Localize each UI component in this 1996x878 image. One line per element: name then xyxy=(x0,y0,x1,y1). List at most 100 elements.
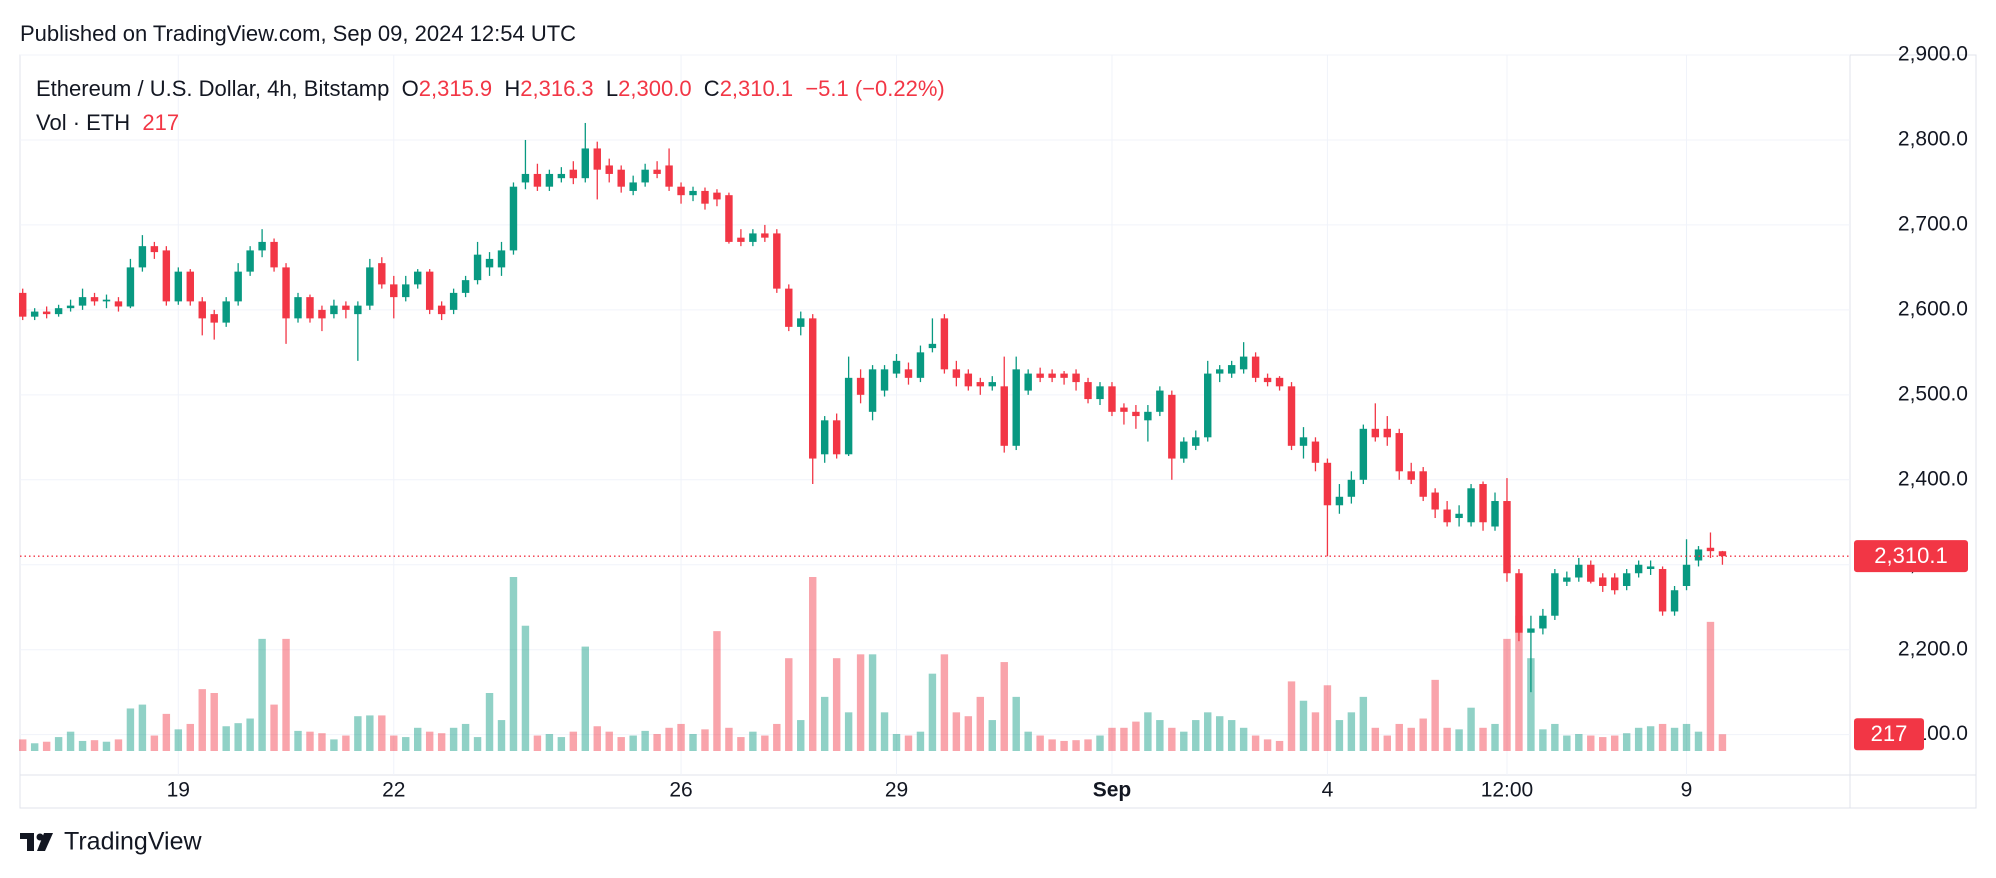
candle-body xyxy=(186,271,194,302)
candle-body xyxy=(402,284,410,298)
candle-body xyxy=(1646,566,1655,569)
candle-body xyxy=(210,314,218,323)
volume-bar xyxy=(330,739,338,751)
volume-bar xyxy=(1156,720,1164,751)
volume-bar xyxy=(844,712,853,751)
candle-body xyxy=(605,165,613,174)
y-tick-label: 2,400.0 xyxy=(1898,467,1968,490)
legend-h: H xyxy=(504,76,521,101)
candle-body xyxy=(1012,369,1020,446)
candle-body xyxy=(1455,513,1463,519)
volume-value: 217 xyxy=(142,110,180,135)
x-tick-label: 4 xyxy=(1322,779,1334,802)
volume-bar xyxy=(1048,739,1056,751)
volume-bar xyxy=(1431,679,1439,751)
candle-body xyxy=(928,343,937,349)
y-tick-label: 2,200.0 xyxy=(1898,637,1968,660)
candle-body xyxy=(617,169,625,187)
candle-body xyxy=(342,305,350,310)
volume-bar xyxy=(1634,727,1643,751)
volume-bar xyxy=(174,729,183,751)
candle-body xyxy=(809,318,817,459)
candle-body xyxy=(1610,577,1619,591)
volume-bar xyxy=(964,716,973,751)
volume-bar xyxy=(820,696,829,751)
volume-bar xyxy=(126,708,135,751)
volume-bar xyxy=(1479,727,1487,751)
volume-bar xyxy=(54,737,63,751)
candle-body xyxy=(437,305,446,315)
candle-body xyxy=(497,250,506,268)
candle-body xyxy=(1096,386,1104,400)
candle-body xyxy=(126,267,135,307)
volume-bar xyxy=(653,733,661,751)
candle-body xyxy=(1575,564,1583,578)
candle-body xyxy=(114,301,123,307)
candle-body xyxy=(78,297,87,306)
volume-bar xyxy=(557,737,566,751)
candle-body xyxy=(701,190,709,204)
volume-bars xyxy=(18,577,1727,751)
candle-body xyxy=(1036,373,1044,378)
candle-body xyxy=(868,369,877,412)
candle-body xyxy=(1251,356,1260,378)
candle-body xyxy=(629,182,637,191)
candle-body xyxy=(1551,573,1559,616)
legend-l: L xyxy=(605,76,619,101)
volume-bar xyxy=(1359,696,1368,751)
volume-bar xyxy=(677,723,685,751)
candle-body xyxy=(1084,382,1092,400)
legend-low: 2,300.0 xyxy=(618,76,692,101)
candle-body xyxy=(665,165,673,187)
candle-body xyxy=(1168,394,1176,459)
candle-body xyxy=(773,233,781,289)
volume-bar xyxy=(737,737,745,751)
volume-bar xyxy=(162,713,171,751)
candle-body xyxy=(844,377,853,455)
volume-bar xyxy=(1323,685,1332,751)
volume-bar xyxy=(210,693,218,751)
candle-body xyxy=(366,267,374,306)
candle-body xyxy=(725,195,733,242)
volume-bar xyxy=(629,735,637,751)
volume-bar xyxy=(366,715,374,751)
candle-body xyxy=(1180,441,1188,459)
volume-bar xyxy=(1060,740,1068,751)
candle-body xyxy=(880,369,889,391)
volume-bar xyxy=(1563,735,1571,751)
candle-body xyxy=(1539,615,1547,629)
last-price-label: 2,310.1 xyxy=(1874,543,1947,568)
volume-bar xyxy=(713,631,721,751)
x-tick-label: 19 xyxy=(167,779,190,802)
volume-bar xyxy=(1108,727,1116,751)
volume-bar xyxy=(1287,681,1296,751)
volume-bar xyxy=(413,727,422,751)
legend-change: −5.1 (−0.22%) xyxy=(805,76,945,101)
candle-body xyxy=(1311,441,1320,463)
candle-body xyxy=(1670,590,1679,612)
candle-body xyxy=(282,267,290,319)
candle-body xyxy=(162,250,171,302)
candle-body xyxy=(761,233,769,238)
candle-body xyxy=(856,377,865,395)
volume-bar xyxy=(461,723,470,751)
volume-bar xyxy=(1658,723,1667,751)
candle-body xyxy=(1587,564,1595,582)
candle-body xyxy=(1527,628,1535,633)
volume-bar xyxy=(294,730,302,751)
candle-body xyxy=(1419,471,1427,497)
candle-body xyxy=(30,311,39,317)
volume-bar xyxy=(916,731,925,751)
volume-bar xyxy=(1587,735,1595,751)
x-tick-label: 12:00 xyxy=(1481,779,1534,802)
volume-bar xyxy=(234,723,242,751)
volume-legend: Vol · ETH 217 xyxy=(36,110,179,136)
candle-body xyxy=(1120,407,1128,412)
volume-bar xyxy=(390,735,398,751)
y-tick-label: 2,800.0 xyxy=(1898,128,1968,151)
volume-bar xyxy=(402,737,410,751)
volume-bar xyxy=(1610,735,1619,751)
volume-bar xyxy=(593,726,601,751)
candle-body xyxy=(1108,386,1116,412)
